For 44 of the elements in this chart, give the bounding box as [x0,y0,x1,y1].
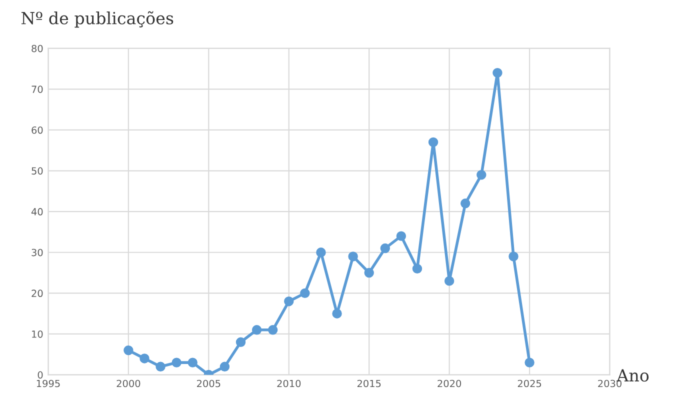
point [364,268,374,278]
point [316,248,326,258]
x-tick-label: 2020 [438,380,462,388]
point [172,358,182,368]
y-tick-label: 50 [32,167,43,175]
point [300,288,310,298]
point [140,354,150,364]
y-tick-label: 30 [32,248,43,256]
point [460,198,470,208]
y-axis-title: Nº de publicações [21,11,174,28]
point [380,243,390,254]
y-tick-label: 40 [31,208,43,216]
point [428,137,438,148]
point [268,325,278,335]
point [492,68,502,78]
x-axis-title: Ano [616,369,649,382]
point [524,358,534,368]
point [444,276,454,286]
point [348,252,358,262]
x-tick-label: 2000 [116,380,140,388]
point [156,362,166,372]
y-tick-label: 0 [38,371,43,379]
point [396,231,406,241]
x-tick-label: 2025 [518,380,542,388]
point [220,362,230,372]
x-tick-label: 1995 [36,380,60,388]
point [412,264,422,274]
x-tick-label: 2010 [277,380,301,388]
x-tick-label: 2005 [197,380,220,388]
y-tick-label: 70 [32,86,43,93]
y-tick-label: 20 [32,290,43,298]
y-tick-label: 80 [32,44,43,52]
point [508,252,518,262]
point [284,296,294,306]
point [332,308,342,318]
point [188,358,198,368]
point [124,345,134,356]
y-tick-label: 60 [32,126,43,134]
point [476,170,486,180]
x-tick-label: 2015 [357,380,381,388]
point [236,337,246,348]
x-tick-label: 2030 [598,380,622,388]
y-tick-label: 10 [32,330,43,338]
point [252,325,262,335]
